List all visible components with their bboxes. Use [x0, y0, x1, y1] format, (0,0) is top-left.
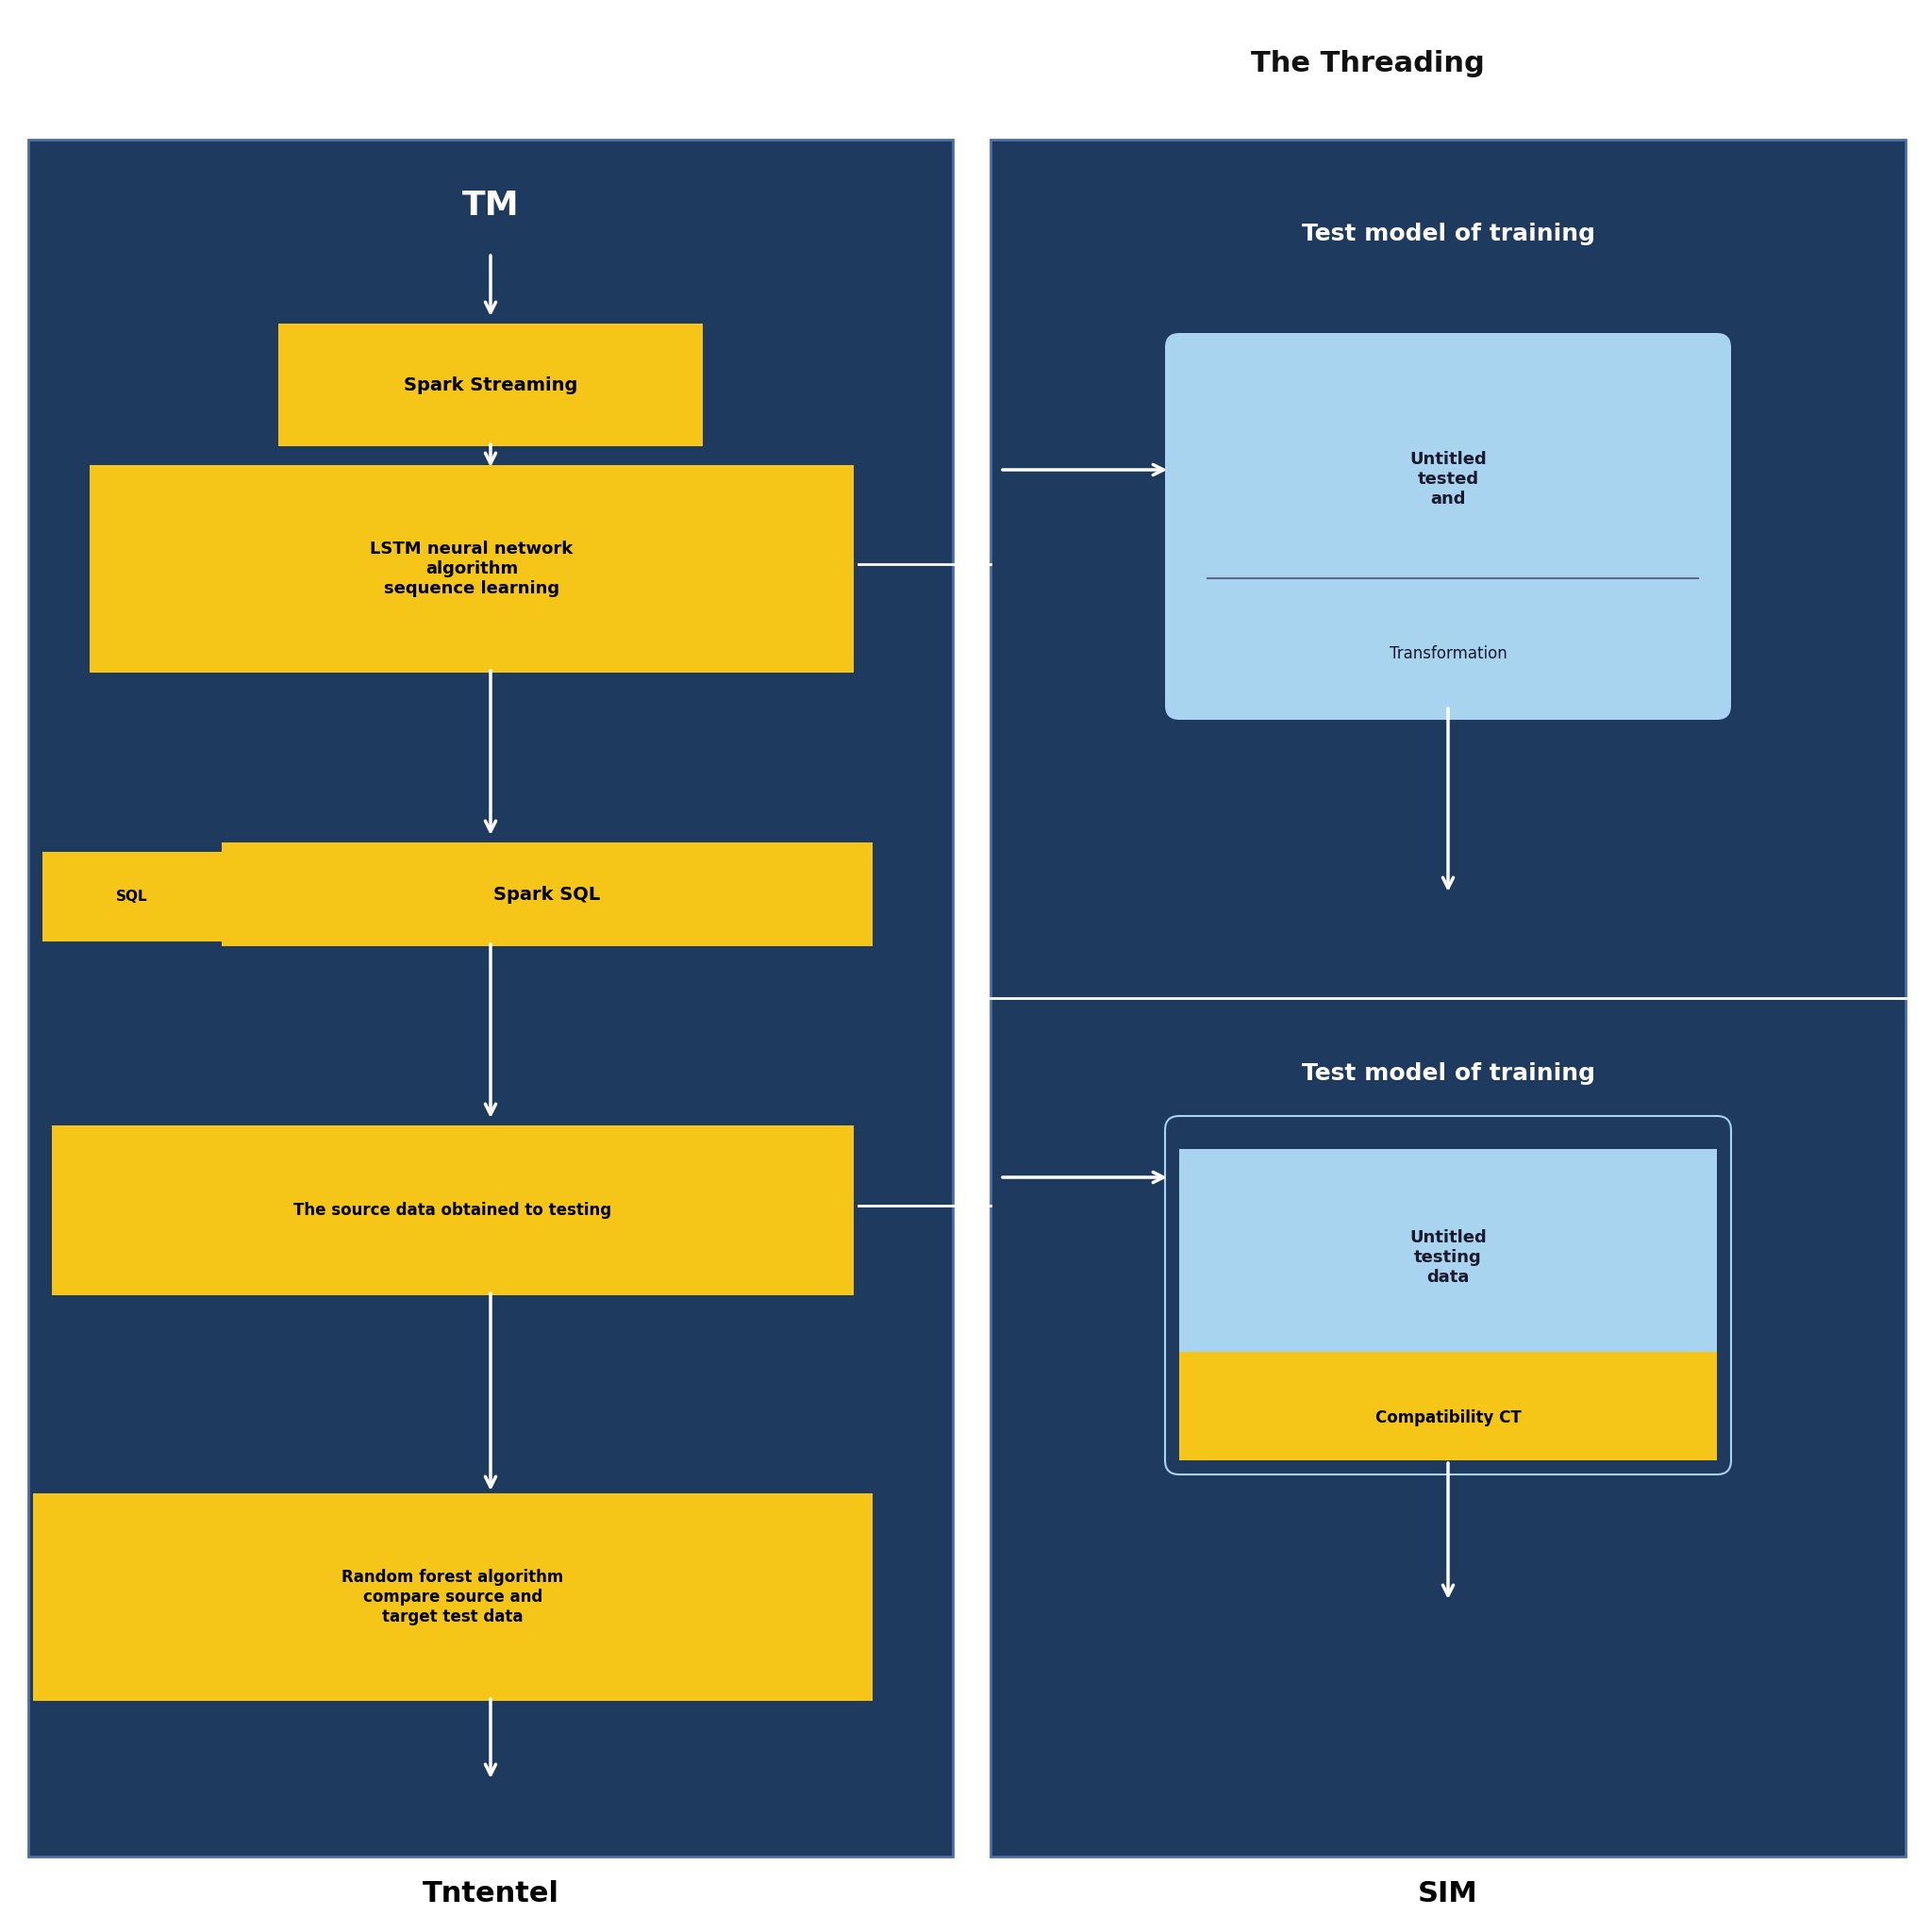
Text: Test model of training: Test model of training — [1302, 1063, 1594, 1086]
FancyBboxPatch shape — [43, 852, 222, 941]
FancyBboxPatch shape — [991, 139, 1905, 1857]
Text: Test model of training: Test model of training — [1302, 222, 1594, 245]
Text: Transformation: Transformation — [1389, 645, 1507, 663]
FancyBboxPatch shape — [52, 1126, 854, 1294]
Text: SIM: SIM — [1418, 1880, 1478, 1909]
Text: Random forest algorithm
compare source and
target test data: Random forest algorithm compare source a… — [342, 1569, 564, 1625]
FancyBboxPatch shape — [222, 842, 873, 947]
FancyBboxPatch shape — [33, 1493, 873, 1700]
Text: Tntentel: Tntentel — [423, 1880, 558, 1909]
Text: The Threading: The Threading — [1252, 50, 1484, 77]
FancyBboxPatch shape — [29, 139, 952, 1857]
FancyBboxPatch shape — [1165, 332, 1731, 721]
FancyBboxPatch shape — [1179, 1352, 1718, 1461]
Text: TM: TM — [462, 189, 520, 222]
Text: Compatibility CT: Compatibility CT — [1376, 1408, 1520, 1426]
Text: Spark Streaming: Spark Streaming — [404, 377, 578, 394]
Text: The source data obtained to testing: The source data obtained to testing — [294, 1202, 612, 1219]
FancyBboxPatch shape — [89, 466, 854, 672]
FancyBboxPatch shape — [1179, 1150, 1718, 1366]
FancyBboxPatch shape — [278, 323, 703, 446]
Text: Untitled
testing
data: Untitled testing data — [1410, 1229, 1486, 1285]
Text: Spark SQL: Spark SQL — [495, 885, 601, 904]
Text: SQL: SQL — [116, 889, 149, 904]
Text: LSTM neural network
algorithm
sequence learning: LSTM neural network algorithm sequence l… — [371, 541, 574, 597]
Text: Untitled
tested
and: Untitled tested and — [1410, 450, 1486, 508]
